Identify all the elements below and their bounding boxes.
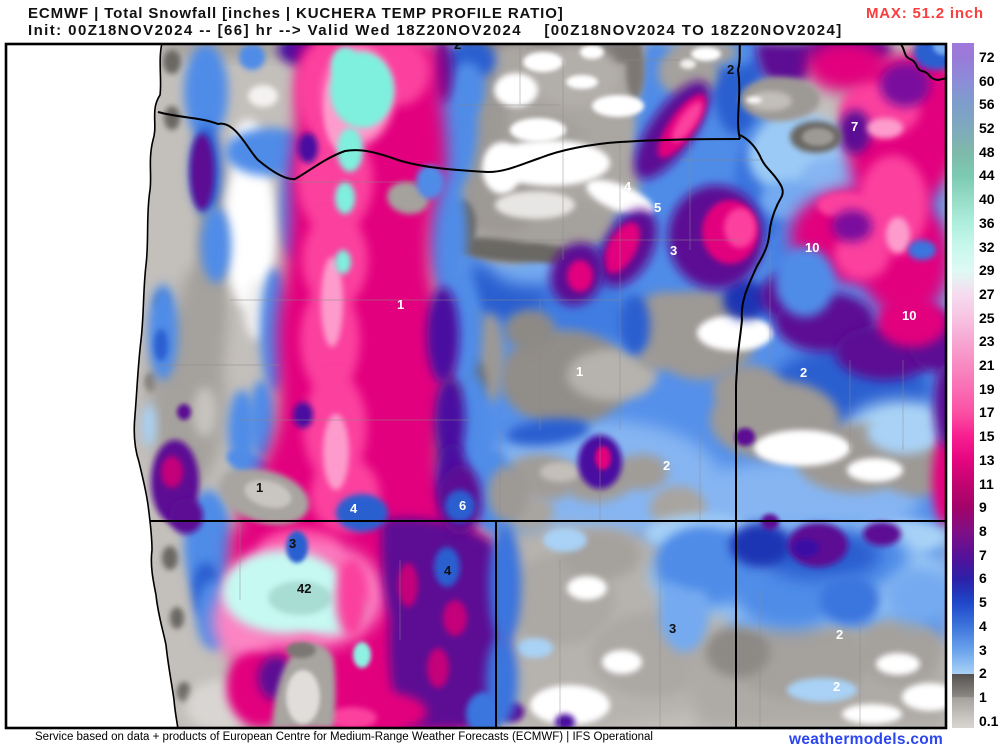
svg-text:2: 2 <box>727 62 734 77</box>
svg-text:21: 21 <box>979 357 995 373</box>
svg-text:1: 1 <box>979 689 987 705</box>
svg-text:3: 3 <box>670 243 677 258</box>
svg-text:29: 29 <box>979 262 995 278</box>
svg-text:3: 3 <box>289 536 296 551</box>
svg-text:9: 9 <box>979 499 987 515</box>
svg-text:56: 56 <box>979 96 995 112</box>
svg-text:0.1: 0.1 <box>979 713 999 729</box>
svg-text:36: 36 <box>979 215 995 231</box>
svg-text:2: 2 <box>979 665 987 681</box>
svg-text:7: 7 <box>851 119 858 134</box>
svg-text:11: 11 <box>979 476 994 492</box>
svg-text:40: 40 <box>979 191 995 207</box>
svg-text:23: 23 <box>979 333 995 349</box>
svg-text:60: 60 <box>979 73 995 89</box>
svg-text:25: 25 <box>979 310 995 326</box>
svg-text:42: 42 <box>297 581 311 596</box>
svg-text:1: 1 <box>397 297 404 312</box>
svg-text:17: 17 <box>979 404 995 420</box>
svg-text:15: 15 <box>979 428 995 444</box>
svg-text:19: 19 <box>979 381 995 397</box>
svg-text:1: 1 <box>576 364 583 379</box>
svg-text:2: 2 <box>833 679 840 694</box>
svg-text:5: 5 <box>654 200 661 215</box>
svg-text:2: 2 <box>454 37 461 52</box>
svg-text:48: 48 <box>979 144 995 160</box>
svg-text:4: 4 <box>444 563 452 578</box>
svg-text:1: 1 <box>256 480 263 495</box>
svg-text:44: 44 <box>979 167 995 183</box>
svg-text:2: 2 <box>836 627 843 642</box>
svg-text:4: 4 <box>979 618 987 634</box>
svg-text:32: 32 <box>979 239 995 255</box>
svg-text:4: 4 <box>350 501 358 516</box>
svg-text:3: 3 <box>669 621 676 636</box>
svg-text:10: 10 <box>902 308 916 323</box>
svg-text:3: 3 <box>979 642 987 658</box>
svg-text:2: 2 <box>663 458 670 473</box>
svg-text:8: 8 <box>979 523 987 539</box>
svg-text:13: 13 <box>979 452 995 468</box>
svg-text:52: 52 <box>979 120 995 136</box>
svg-text:7: 7 <box>979 547 987 563</box>
svg-text:6: 6 <box>459 498 466 513</box>
svg-text:5: 5 <box>979 594 987 610</box>
svg-text:4: 4 <box>624 179 632 194</box>
svg-text:10: 10 <box>805 240 819 255</box>
svg-text:6: 6 <box>979 570 987 586</box>
svg-text:72: 72 <box>979 49 995 65</box>
svg-text:27: 27 <box>979 286 995 302</box>
svg-text:2: 2 <box>800 365 807 380</box>
